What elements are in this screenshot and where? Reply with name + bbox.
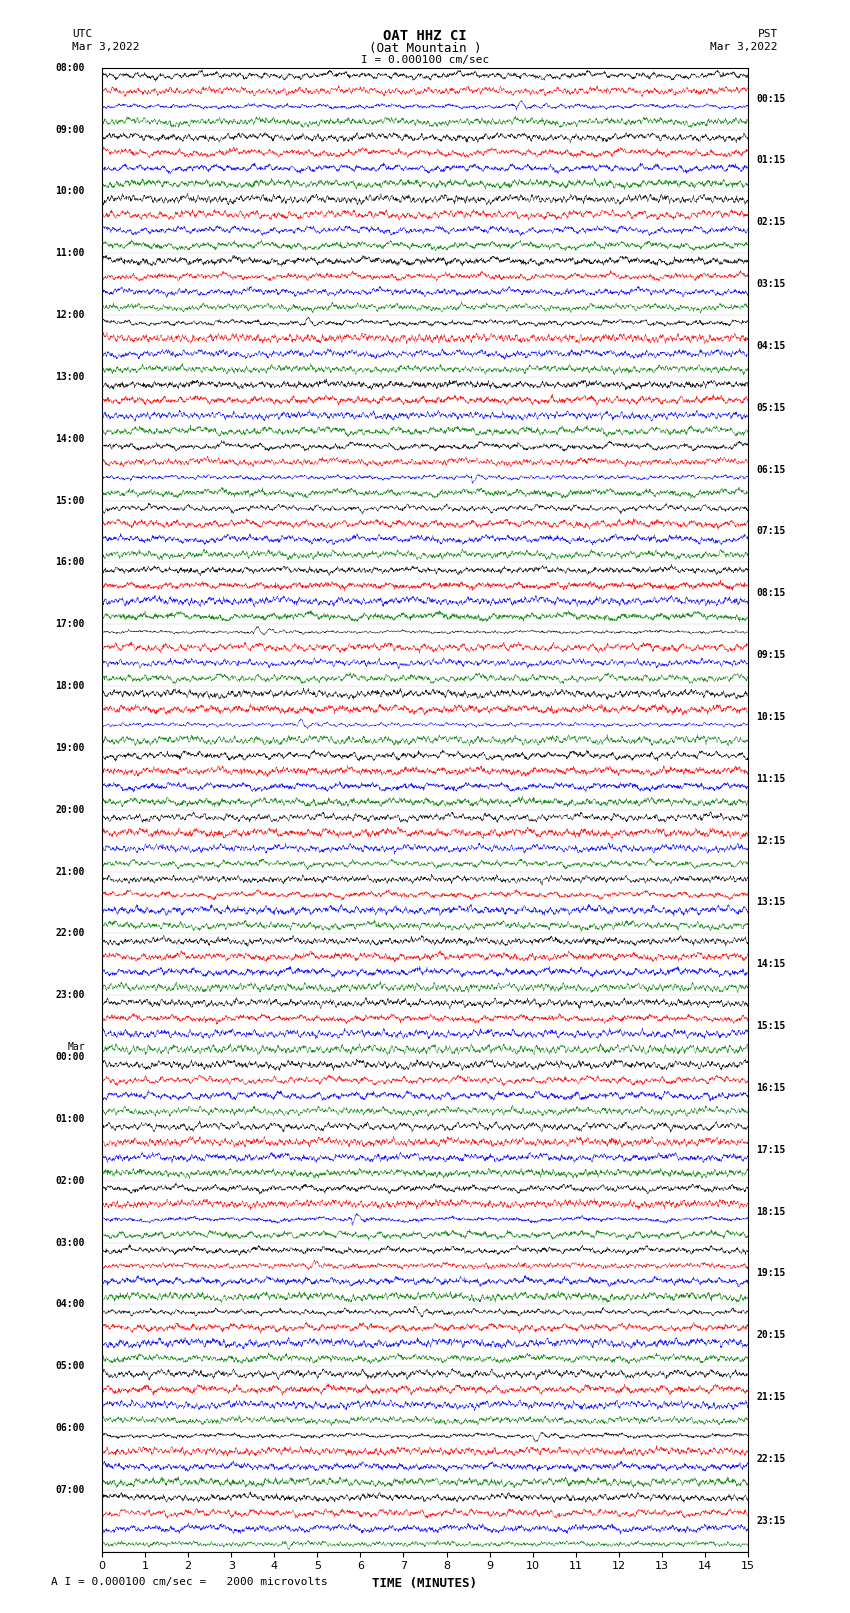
Text: 23:00: 23:00	[55, 990, 85, 1000]
Text: 17:15: 17:15	[756, 1145, 786, 1155]
Text: 09:00: 09:00	[55, 124, 85, 134]
Text: 18:00: 18:00	[55, 681, 85, 690]
Text: 22:00: 22:00	[55, 929, 85, 939]
Text: 08:00: 08:00	[55, 63, 85, 73]
Text: 19:00: 19:00	[55, 744, 85, 753]
Text: 02:00: 02:00	[55, 1176, 85, 1186]
Text: 21:00: 21:00	[55, 866, 85, 876]
Text: 06:00: 06:00	[55, 1423, 85, 1432]
Text: 06:15: 06:15	[756, 465, 786, 474]
Text: 07:00: 07:00	[55, 1486, 85, 1495]
Text: 10:15: 10:15	[756, 711, 786, 723]
Text: 15:15: 15:15	[756, 1021, 786, 1031]
Text: (Oat Mountain ): (Oat Mountain )	[369, 42, 481, 55]
Text: 08:15: 08:15	[756, 589, 786, 598]
Text: Mar 3,2022: Mar 3,2022	[72, 42, 139, 52]
Text: 16:00: 16:00	[55, 558, 85, 568]
Text: 00:00: 00:00	[55, 1052, 85, 1061]
Text: 23:15: 23:15	[756, 1516, 786, 1526]
Text: I = 0.000100 cm/sec: I = 0.000100 cm/sec	[361, 55, 489, 65]
Text: OAT HHZ CI: OAT HHZ CI	[383, 29, 467, 44]
Text: 03:15: 03:15	[756, 279, 786, 289]
Text: 07:15: 07:15	[756, 526, 786, 537]
Text: PST: PST	[757, 29, 778, 39]
Text: UTC: UTC	[72, 29, 93, 39]
Text: 11:00: 11:00	[55, 248, 85, 258]
Text: 21:15: 21:15	[756, 1392, 786, 1402]
Text: 04:15: 04:15	[756, 340, 786, 352]
Text: 22:15: 22:15	[756, 1453, 786, 1465]
Text: 04:00: 04:00	[55, 1300, 85, 1310]
Text: 14:15: 14:15	[756, 960, 786, 969]
Text: 03:00: 03:00	[55, 1237, 85, 1247]
Text: 11:15: 11:15	[756, 774, 786, 784]
Text: 05:15: 05:15	[756, 403, 786, 413]
Text: 20:15: 20:15	[756, 1331, 786, 1340]
Text: 14:00: 14:00	[55, 434, 85, 444]
Text: 17:00: 17:00	[55, 619, 85, 629]
Text: 01:00: 01:00	[55, 1115, 85, 1124]
Text: 18:15: 18:15	[756, 1207, 786, 1216]
Text: 02:15: 02:15	[756, 218, 786, 227]
Text: 00:15: 00:15	[756, 94, 786, 103]
Text: 15:00: 15:00	[55, 495, 85, 505]
Text: 13:15: 13:15	[756, 897, 786, 908]
Text: Mar: Mar	[67, 1042, 85, 1052]
X-axis label: TIME (MINUTES): TIME (MINUTES)	[372, 1578, 478, 1590]
Text: 09:15: 09:15	[756, 650, 786, 660]
Text: Mar 3,2022: Mar 3,2022	[711, 42, 778, 52]
Text: A I = 0.000100 cm/sec =   2000 microvolts: A I = 0.000100 cm/sec = 2000 microvolts	[51, 1578, 328, 1587]
Text: 10:00: 10:00	[55, 187, 85, 197]
Text: 16:15: 16:15	[756, 1082, 786, 1094]
Text: 12:15: 12:15	[756, 836, 786, 845]
Text: 12:00: 12:00	[55, 310, 85, 319]
Text: 01:15: 01:15	[756, 155, 786, 166]
Text: 13:00: 13:00	[55, 373, 85, 382]
Text: 19:15: 19:15	[756, 1268, 786, 1279]
Text: 05:00: 05:00	[55, 1361, 85, 1371]
Text: 20:00: 20:00	[55, 805, 85, 815]
